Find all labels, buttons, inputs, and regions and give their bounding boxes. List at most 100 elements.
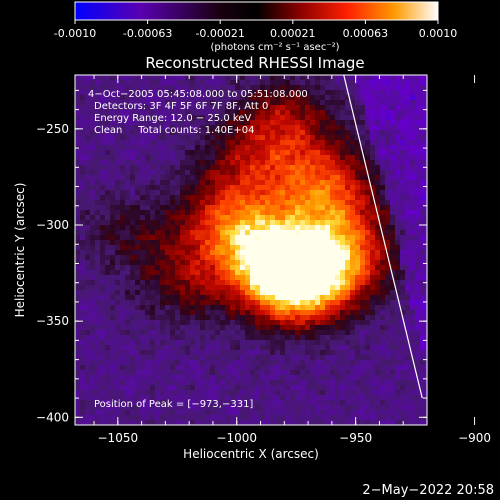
- heatmap-cell: [290, 340, 296, 346]
- heatmap-cell: [355, 350, 361, 356]
- heatmap-cell: [165, 365, 171, 371]
- heatmap-cell: [370, 95, 376, 101]
- heatmap-cell: [105, 80, 111, 86]
- heatmap-cell: [345, 420, 351, 425]
- heatmap-cell: [190, 140, 196, 146]
- heatmap-cell: [305, 350, 311, 356]
- heatmap-cell: [335, 375, 341, 381]
- heatmap-cell: [80, 115, 86, 121]
- heatmap-cell: [390, 330, 396, 336]
- heatmap-cell: [135, 350, 141, 356]
- heatmap-cell: [120, 195, 126, 201]
- heatmap-cell: [300, 95, 306, 101]
- heatmap-cell: [190, 80, 196, 86]
- heatmap-cell: [155, 200, 161, 206]
- heatmap-cell: [370, 210, 376, 216]
- heatmap-cell: [95, 420, 101, 425]
- heatmap-cell: [265, 350, 271, 356]
- heatmap-cell: [285, 300, 291, 306]
- heatmap-cell: [295, 250, 301, 256]
- heatmap-cell: [155, 115, 161, 121]
- heatmap-cell: [390, 390, 396, 396]
- heatmap-cell: [295, 345, 301, 351]
- heatmap-cell: [320, 75, 326, 81]
- heatmap-cell: [135, 315, 141, 321]
- heatmap-cell: [375, 255, 381, 261]
- heatmap-cell: [265, 340, 271, 346]
- heatmap-cell: [135, 285, 141, 291]
- heatmap-cell: [380, 365, 386, 371]
- heatmap-cell: [170, 100, 176, 106]
- heatmap-cell: [360, 100, 366, 106]
- heatmap-cell: [300, 175, 306, 181]
- heatmap-cell: [165, 245, 171, 251]
- heatmap-cell: [255, 100, 261, 106]
- colorbar: -0.0010 -0.00063 -0.00021 0.00021 0.0006…: [54, 1, 457, 53]
- heatmap-cell: [210, 305, 216, 311]
- heatmap-cell: [135, 300, 141, 306]
- heatmap-cell: [150, 150, 156, 156]
- heatmap-cell: [160, 175, 166, 181]
- heatmap-cell: [345, 290, 351, 296]
- heatmap-cell: [310, 390, 316, 396]
- heatmap-cell: [195, 405, 201, 411]
- heatmap-cell: [205, 225, 211, 231]
- heatmap-cell: [275, 90, 281, 96]
- heatmap-cell: [320, 220, 326, 226]
- heatmap-cell: [85, 140, 91, 146]
- heatmap-cell: [200, 315, 206, 321]
- heatmap-cell: [375, 380, 381, 386]
- heatmap-cell: [385, 410, 391, 416]
- heatmap-cell: [205, 245, 211, 251]
- heatmap-cell: [120, 135, 126, 141]
- heatmap-cell: [245, 230, 251, 236]
- heatmap-cell: [185, 405, 191, 411]
- heatmap-cell: [215, 150, 221, 156]
- heatmap-cell: [190, 405, 196, 411]
- heatmap-cell: [165, 260, 171, 266]
- heatmap-cell: [300, 195, 306, 201]
- heatmap-cell: [340, 260, 346, 266]
- heatmap-cell: [220, 90, 226, 96]
- heatmap-cell: [375, 365, 381, 371]
- heatmap-cell: [340, 340, 346, 346]
- heatmap-cell: [410, 395, 416, 401]
- heatmap-cell: [280, 415, 286, 421]
- heatmap-cell: [425, 325, 427, 331]
- heatmap-cell: [295, 270, 301, 276]
- heatmap-cell: [385, 175, 391, 181]
- heatmap-cell: [215, 75, 221, 81]
- heatmap-cell: [335, 170, 341, 176]
- heatmap-cell: [235, 155, 241, 161]
- heatmap-cell: [135, 320, 141, 326]
- heatmap-cell: [320, 130, 326, 136]
- heatmap-cell: [355, 360, 361, 366]
- heatmap-cell: [90, 105, 96, 111]
- heatmap-cell: [400, 280, 406, 286]
- heatmap-cell: [75, 195, 81, 201]
- heatmap-cell: [315, 205, 321, 211]
- heatmap-cell: [170, 330, 176, 336]
- heatmap-cell: [155, 320, 161, 326]
- heatmap-cell: [355, 290, 361, 296]
- heatmap-cell: [255, 220, 261, 226]
- heatmap-cell: [110, 240, 116, 246]
- heatmap-cell: [270, 80, 276, 86]
- heatmap-cell: [420, 385, 426, 391]
- heatmap-cell: [110, 400, 116, 406]
- heatmap-cell: [425, 350, 427, 356]
- heatmap-cell: [265, 330, 271, 336]
- heatmap-cell: [140, 210, 146, 216]
- heatmap-cell: [140, 270, 146, 276]
- heatmap-cell: [100, 140, 106, 146]
- heatmap-cell: [280, 340, 286, 346]
- heatmap-cell: [370, 240, 376, 246]
- heatmap-cell: [90, 115, 96, 121]
- heatmap-cell: [295, 310, 301, 316]
- heatmap-cell: [370, 400, 376, 406]
- heatmap-cell: [385, 360, 391, 366]
- heatmap-cell: [140, 395, 146, 401]
- heatmap-cell: [255, 370, 261, 376]
- heatmap-cell: [355, 215, 361, 221]
- heatmap-cell: [380, 290, 386, 296]
